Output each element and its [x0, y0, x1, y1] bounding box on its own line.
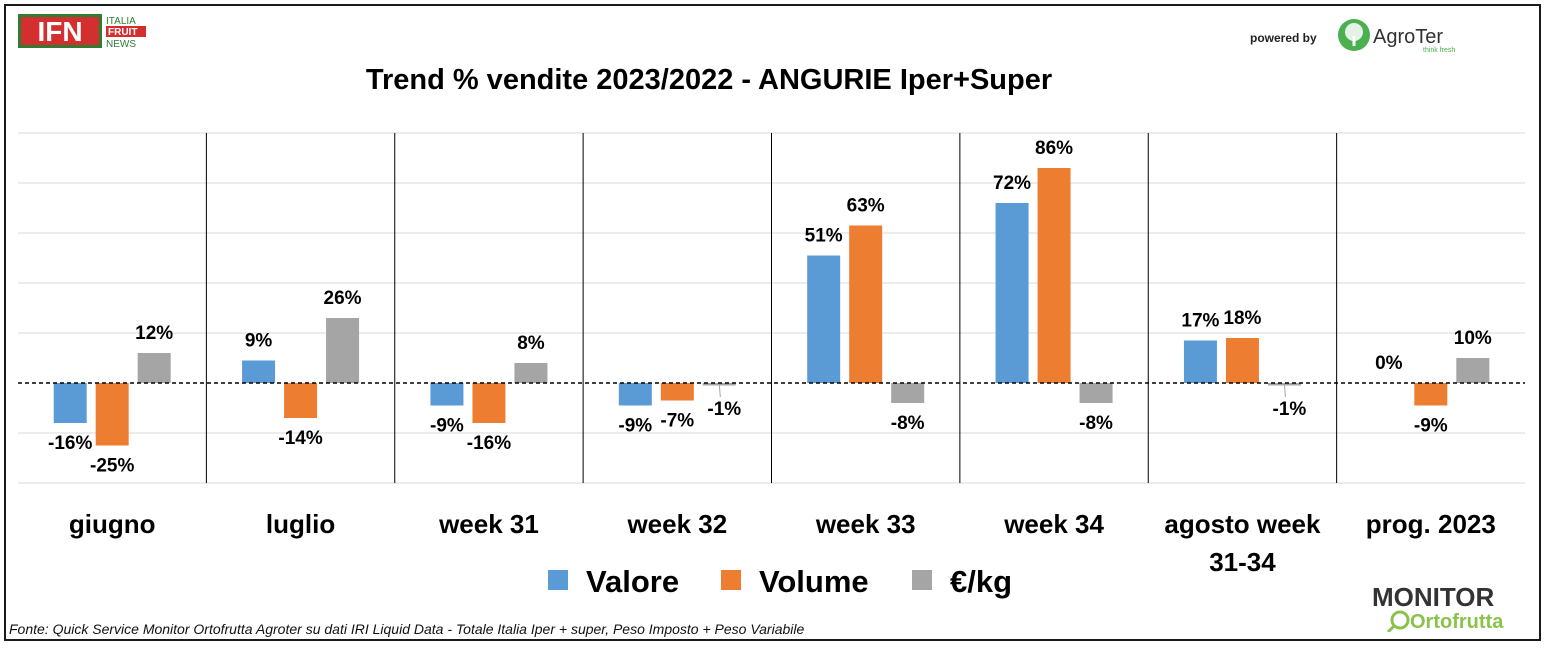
legend-item: €/kg [912, 564, 1012, 599]
category-dividers [205, 133, 1338, 483]
magnifier-icon [1386, 610, 1410, 632]
data-label: 51% [805, 226, 843, 247]
legend-label: Volume [759, 564, 869, 599]
data-label: 63% [847, 196, 885, 217]
data-label: 86% [1035, 138, 1073, 159]
bar-valore [430, 383, 464, 406]
category-label: 31-34 [1209, 547, 1276, 577]
label-leader [718, 384, 721, 398]
bar-kg [702, 383, 736, 386]
data-label: 12% [135, 323, 173, 344]
bar-kg [326, 318, 360, 383]
category-label: week 32 [626, 509, 727, 539]
bar-kg [1456, 358, 1490, 383]
data-label: -7% [660, 411, 694, 432]
bar-kg [1079, 383, 1113, 403]
bar-valore [53, 383, 87, 423]
data-label: -16% [467, 433, 511, 454]
data-label: -8% [1079, 413, 1113, 434]
tree-icon [1338, 19, 1370, 51]
data-label: -9% [430, 416, 464, 437]
bar-valore [618, 383, 652, 406]
bar-kg [514, 363, 548, 383]
bar-valore [1183, 340, 1217, 383]
bar-valore [807, 255, 841, 383]
ifn-logo-line2: FRUIT [108, 27, 137, 38]
data-label: -9% [618, 416, 652, 437]
category-label: week 34 [1003, 509, 1104, 539]
source-note: Fonte: Quick Service Monitor Ortofrutta … [9, 621, 805, 637]
legend: Valore Volume €/kg [548, 564, 1012, 599]
data-label: 10% [1454, 328, 1492, 349]
data-label: -8% [891, 413, 925, 434]
data-label: -9% [1414, 416, 1448, 437]
bar-volume [284, 383, 318, 418]
bar-volume [1037, 168, 1071, 383]
legend-swatch [721, 570, 741, 590]
category-label: week 33 [815, 509, 916, 539]
data-label: 17% [1181, 311, 1219, 332]
legend-label: Valore [586, 564, 679, 599]
data-label: 8% [517, 333, 545, 354]
bar-volume [1414, 383, 1448, 406]
legend-swatch [912, 570, 932, 590]
data-label: 18% [1223, 308, 1261, 329]
bar-kg [137, 353, 171, 383]
data-labels: -16%-25%12% 9%-14%26%-9%-16%8%-9% -7%-1%51… [48, 138, 1492, 477]
bar-volume [472, 383, 506, 423]
data-label: 72% [993, 173, 1031, 194]
chart-frame [4, 4, 1541, 641]
label-leaders [718, 384, 1286, 398]
agroter-logo: AgroTer think fresh [1338, 19, 1455, 54]
agroter-tagline: think fresh [1423, 47, 1455, 54]
data-label: -1% [707, 399, 741, 420]
category-label: giugno [69, 509, 156, 539]
monitor-logo-line1: MONITOR [1372, 582, 1495, 612]
legend-item: Volume [721, 564, 869, 599]
data-label: 26% [324, 288, 362, 309]
powered-by-label: powered by [1250, 31, 1317, 45]
ifn-logo-letters: IFN [37, 16, 82, 47]
chart-title: Trend % vendite 2023/2022 - ANGURIE Iper… [366, 64, 1052, 96]
monitor-logo-line2: Ortofrutta [1410, 611, 1504, 632]
data-label: 0% [1375, 353, 1403, 374]
data-label: -14% [278, 428, 322, 449]
data-label: -16% [48, 433, 92, 454]
category-labels: giugno luglio week 31 week 32 week 33 week 34… [69, 509, 1496, 577]
bar-volume [95, 383, 129, 446]
data-label: -1% [1273, 399, 1307, 420]
monitor-ortofrutta-logo: MONITOR Ortofrutta [1372, 582, 1504, 632]
category-label: luglio [266, 509, 335, 539]
agroter-name: AgroTer [1373, 26, 1443, 48]
data-label: 9% [245, 331, 273, 352]
category-label: week 31 [438, 509, 539, 539]
bar-volume [849, 225, 883, 383]
category-label: agosto week [1164, 509, 1321, 539]
bar-kg [891, 383, 925, 403]
ifn-logo-line1: ITALIA [106, 16, 136, 27]
ifn-logo-line3: NEWS [106, 39, 136, 48]
legend-label: €/kg [950, 564, 1012, 599]
label-leader [1283, 384, 1286, 398]
legend-item: Valore [548, 564, 679, 599]
bars [53, 168, 1490, 446]
bar-valore [995, 203, 1029, 383]
bar-volume [1225, 338, 1259, 383]
data-label: -25% [90, 456, 134, 477]
bar-volume [660, 383, 694, 401]
bar-valore [242, 360, 276, 383]
ifn-logo: IFN ITALIA FRUIT NEWS [18, 14, 146, 48]
category-label: prog. 2023 [1366, 509, 1496, 539]
bar-kg [1267, 383, 1301, 386]
legend-swatch [548, 570, 568, 590]
